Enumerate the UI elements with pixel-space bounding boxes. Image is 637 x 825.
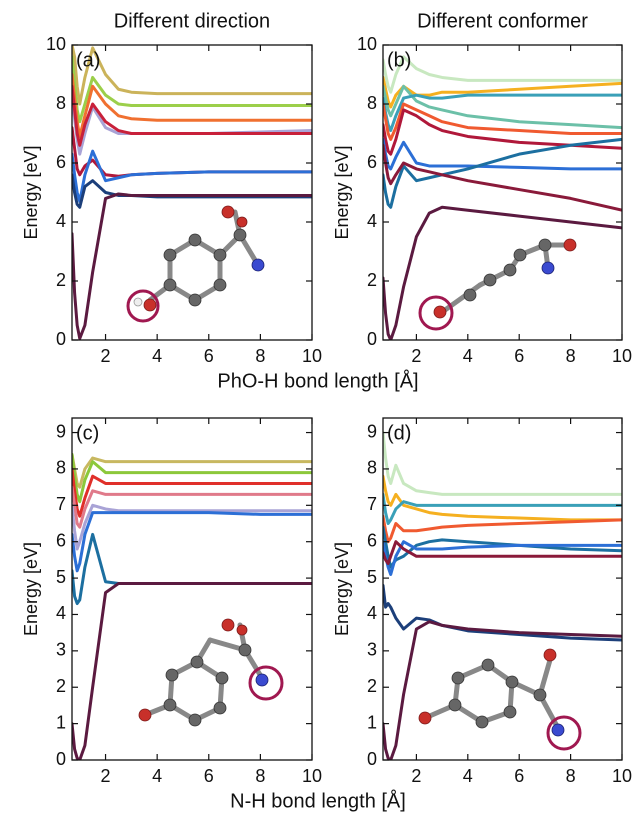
y-tick-label: 2 bbox=[56, 676, 66, 696]
panel-label: (a) bbox=[76, 49, 100, 71]
energy-curve bbox=[383, 476, 622, 520]
y-tick-label: 6 bbox=[56, 530, 66, 550]
y-tick-label: 2 bbox=[56, 270, 66, 290]
x-tick-label: 6 bbox=[204, 346, 214, 366]
x-tick-label: 8 bbox=[255, 766, 265, 786]
energy-curve bbox=[383, 516, 622, 541]
x-tick-label: 4 bbox=[463, 766, 473, 786]
y-tick-label: 9 bbox=[367, 421, 377, 441]
y-tick-label: 1 bbox=[367, 712, 377, 732]
y-tick-label: 0 bbox=[56, 329, 66, 349]
y-tick-label: 8 bbox=[367, 93, 377, 113]
y-axis-label: Energy [eV] bbox=[332, 542, 352, 636]
y-tick-label: 8 bbox=[56, 458, 66, 478]
y-tick-label: 6 bbox=[367, 152, 377, 172]
x-tick-label: 10 bbox=[612, 346, 632, 366]
y-tick-label: 4 bbox=[367, 603, 377, 623]
panel-title: Different direction bbox=[114, 10, 270, 32]
y-tick-label: 2 bbox=[367, 270, 377, 290]
energy-curve bbox=[383, 542, 622, 575]
x-tick-label: 2 bbox=[411, 766, 421, 786]
panel-label: (d) bbox=[387, 422, 411, 444]
y-tick-label: 2 bbox=[367, 676, 377, 696]
y-tick-label: 10 bbox=[357, 34, 377, 54]
y-tick-label: 0 bbox=[56, 749, 66, 769]
y-tick-label: 8 bbox=[367, 458, 377, 478]
x-tick-label: 6 bbox=[514, 766, 524, 786]
y-tick-label: 6 bbox=[367, 530, 377, 550]
x-tick-label: 8 bbox=[255, 346, 265, 366]
panel-label: (c) bbox=[76, 422, 99, 444]
y-axis-label: Energy [eV] bbox=[332, 145, 352, 239]
y-axis-label: Energy [eV] bbox=[21, 542, 41, 636]
y-tick-label: 4 bbox=[367, 211, 377, 231]
molecule-d bbox=[419, 649, 580, 749]
panel-title: Different conformer bbox=[417, 10, 588, 32]
molecule-a bbox=[128, 206, 264, 321]
x-tick-label: 2 bbox=[101, 346, 111, 366]
molecule-b bbox=[420, 239, 576, 329]
figure: 0246810246810(a)Energy [eV]Different dir… bbox=[0, 0, 637, 825]
y-tick-label: 0 bbox=[367, 329, 377, 349]
y-tick-label: 3 bbox=[367, 640, 377, 660]
y-tick-label: 4 bbox=[56, 603, 66, 623]
y-tick-label: 7 bbox=[56, 494, 66, 514]
energy-curve bbox=[72, 194, 312, 339]
y-tick-label: 7 bbox=[367, 494, 377, 514]
x-tick-label: 2 bbox=[101, 766, 111, 786]
energy-curve bbox=[72, 534, 312, 603]
energy-curve bbox=[72, 513, 312, 571]
y-tick-label: 8 bbox=[56, 93, 66, 113]
x-tick-label: 4 bbox=[463, 346, 473, 366]
x-tick-label: 8 bbox=[566, 766, 576, 786]
energy-curve bbox=[72, 487, 312, 527]
x-tick-label: 2 bbox=[411, 346, 421, 366]
energy-curve bbox=[383, 622, 622, 760]
x-tick-label: 4 bbox=[152, 766, 162, 786]
x-tick-label: 6 bbox=[204, 766, 214, 786]
y-tick-label: 9 bbox=[56, 421, 66, 441]
panel-label: (b) bbox=[387, 49, 411, 71]
molecule-c bbox=[139, 619, 282, 726]
x-tick-label: 10 bbox=[302, 346, 322, 366]
y-tick-label: 5 bbox=[56, 567, 66, 587]
x-axis-label: PhO-H bond length [Å] bbox=[217, 369, 418, 392]
energy-curve bbox=[383, 104, 622, 139]
x-tick-label: 10 bbox=[612, 766, 632, 786]
energy-curve bbox=[72, 57, 312, 122]
plot-frame bbox=[383, 418, 622, 760]
y-tick-label: 6 bbox=[56, 152, 66, 172]
x-tick-label: 4 bbox=[152, 346, 162, 366]
x-tick-label: 6 bbox=[514, 346, 524, 366]
energy-curve bbox=[383, 433, 622, 495]
plot-frame bbox=[72, 418, 312, 760]
y-tick-label: 10 bbox=[46, 34, 66, 54]
y-axis-label: Energy [eV] bbox=[21, 145, 41, 239]
y-tick-label: 5 bbox=[367, 567, 377, 587]
y-tick-label: 4 bbox=[56, 211, 66, 231]
energy-curve bbox=[383, 86, 622, 127]
y-tick-label: 3 bbox=[56, 640, 66, 660]
x-tick-label: 10 bbox=[302, 766, 322, 786]
x-tick-label: 8 bbox=[566, 346, 576, 366]
x-axis-label: N-H bond length [Å] bbox=[230, 789, 406, 812]
energy-curve bbox=[383, 139, 622, 207]
y-tick-label: 0 bbox=[367, 749, 377, 769]
energy-curve bbox=[383, 145, 622, 210]
y-tick-label: 1 bbox=[56, 712, 66, 732]
